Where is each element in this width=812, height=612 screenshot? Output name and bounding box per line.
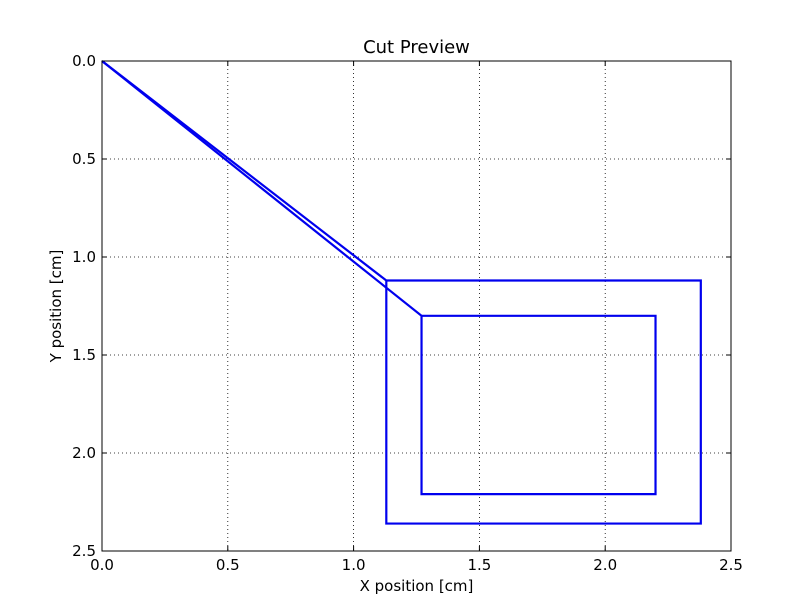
x-tick-label: 1.0 — [342, 556, 366, 574]
y-tick-label: 0.0 — [72, 52, 96, 70]
y-tick-label: 2.5 — [72, 542, 96, 560]
x-tick-label: 0.5 — [216, 556, 240, 574]
x-tick-label: 2.5 — [719, 556, 743, 574]
chart-title: Cut Preview — [363, 37, 470, 58]
x-tick-label: 0.0 — [90, 556, 114, 574]
x-axis-label: X position [cm] — [360, 577, 474, 595]
x-tick-label: 1.5 — [467, 556, 491, 574]
y-tick-label: 0.5 — [72, 150, 96, 168]
y-tick-label: 1.5 — [72, 346, 96, 364]
cut-path-line-2 — [101, 60, 657, 496]
ticks: 0.0 0.5 1.0 1.5 2.0 2.50.00.51.01.52.02.5 — [72, 52, 743, 574]
cut-path-line-1 — [101, 60, 702, 525]
plot-frame — [101, 60, 732, 552]
y-tick-label: 1.0 — [72, 248, 96, 266]
series-group — [101, 60, 702, 525]
y-axis-label: Y position [cm] — [47, 250, 65, 364]
y-tick-label: 2.0 — [72, 444, 96, 462]
x-tick-label: 2.0 — [593, 556, 617, 574]
